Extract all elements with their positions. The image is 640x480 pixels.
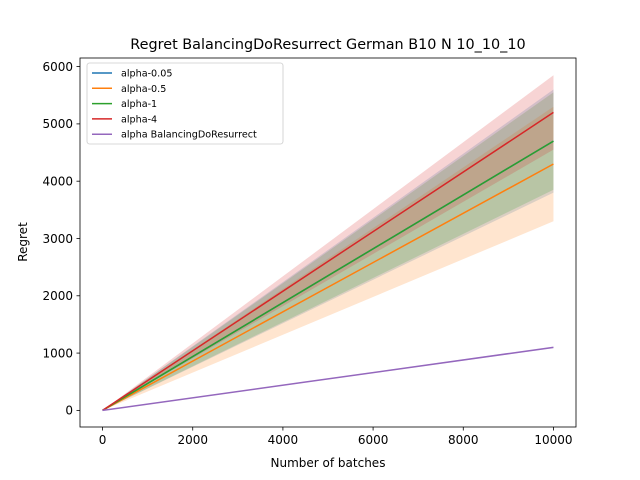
y-tick-label: 3000 bbox=[42, 232, 73, 246]
legend-label: alpha-0.5 bbox=[121, 84, 166, 95]
y-tick-label: 1000 bbox=[42, 346, 73, 360]
x-tick-label: 4000 bbox=[268, 433, 299, 447]
axes-frame bbox=[79, 57, 577, 428]
legend-label: alpha BalancingDoResurrect bbox=[121, 130, 257, 141]
line-alpha-4 bbox=[102, 111, 554, 412]
y-tick-label: 4000 bbox=[42, 174, 73, 188]
x-axis-ticks: 0 2000 4000 6000 8000 10000 bbox=[99, 427, 573, 447]
x-tick-label: 0 bbox=[99, 433, 107, 447]
x-tick-label: 10000 bbox=[534, 433, 572, 447]
y-tick-label: 2000 bbox=[42, 289, 73, 303]
x-tick-label: 8000 bbox=[448, 433, 479, 447]
y-tick-label: 5000 bbox=[42, 117, 73, 131]
legend-frame bbox=[86, 62, 284, 145]
x-tick-label: 6000 bbox=[358, 433, 389, 447]
line-alpha-balancingdoresurrect bbox=[102, 346, 554, 412]
band-alpha-4 bbox=[102, 75, 554, 411]
legend: alpha-0.05 alpha-0.5 alpha-1 alpha-4 alpha B… bbox=[86, 62, 284, 145]
y-tick-label: 0 bbox=[65, 404, 73, 418]
x-axis-label: Number of batches bbox=[271, 456, 386, 470]
line-alpha-0.5 bbox=[102, 163, 554, 412]
legend-label: alpha-4 bbox=[121, 114, 157, 125]
y-tick-label: 6000 bbox=[42, 60, 73, 74]
legend-label: alpha-0.05 bbox=[121, 69, 172, 80]
chart-title: Regret BalancingDoResurrect German B10 N… bbox=[130, 37, 525, 53]
band-alpha-1 bbox=[102, 92, 554, 411]
line-alpha-1 bbox=[102, 140, 554, 412]
x-tick-label: 2000 bbox=[177, 433, 208, 447]
band-alpha-0.05 bbox=[102, 89, 554, 411]
band-alpha-0.5 bbox=[102, 106, 554, 411]
legend-label: alpha-1 bbox=[121, 99, 157, 110]
series-lines bbox=[102, 111, 554, 412]
y-axis-ticks: 0 1000 2000 3000 4000 5000 6000 bbox=[42, 60, 80, 418]
y-axis-label: Regret bbox=[16, 222, 30, 262]
